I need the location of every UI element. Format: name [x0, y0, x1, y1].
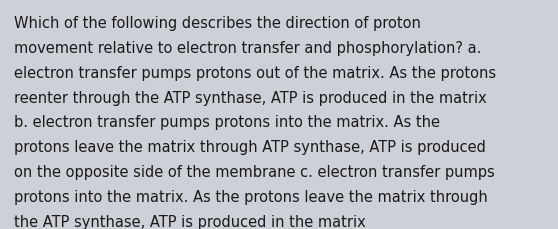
Text: movement relative to electron transfer and phosphorylation? a.: movement relative to electron transfer a…: [14, 41, 482, 56]
Text: reenter through the ATP synthase, ATP is produced in the matrix: reenter through the ATP synthase, ATP is…: [14, 90, 487, 105]
Text: on the opposite side of the membrane c. electron transfer pumps: on the opposite side of the membrane c. …: [14, 164, 495, 179]
Text: protons leave the matrix through ATP synthase, ATP is produced: protons leave the matrix through ATP syn…: [14, 140, 486, 155]
Text: Which of the following describes the direction of proton: Which of the following describes the dir…: [14, 16, 421, 31]
Text: b. electron transfer pumps protons into the matrix. As the: b. electron transfer pumps protons into …: [14, 115, 440, 130]
Text: protons into the matrix. As the protons leave the matrix through: protons into the matrix. As the protons …: [14, 189, 488, 204]
Text: the ATP synthase, ATP is produced in the matrix: the ATP synthase, ATP is produced in the…: [14, 214, 365, 229]
Text: electron transfer pumps protons out of the matrix. As the protons: electron transfer pumps protons out of t…: [14, 65, 496, 80]
